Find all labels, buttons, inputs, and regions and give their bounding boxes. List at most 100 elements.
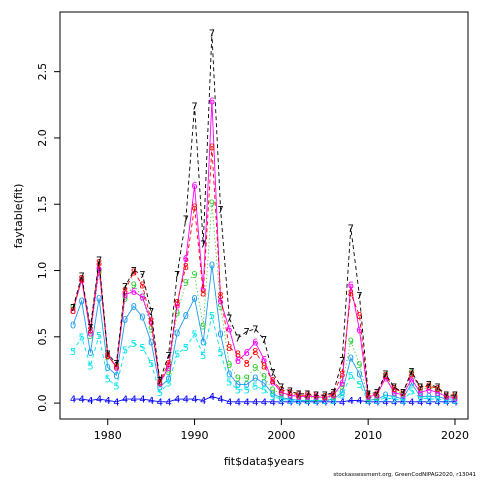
data-point: 7 [365, 389, 371, 400]
data-point: 9 [200, 322, 206, 333]
data-point: 5 [443, 396, 449, 407]
data-point: 7 [131, 266, 137, 277]
data-point: 7 [356, 291, 362, 302]
data-point: 5 [70, 347, 76, 358]
data-point: 4 [122, 395, 128, 406]
data-point: 0 [339, 388, 345, 399]
data-point: 6 [252, 338, 258, 349]
data-point: 5 [313, 396, 319, 407]
data-point: 7 [87, 323, 93, 334]
data-point: 8 [79, 274, 85, 285]
data-point: 6 [261, 355, 267, 366]
data-point: 4 [235, 397, 241, 408]
data-point: 9 [322, 393, 328, 404]
data-point: 5 [374, 396, 380, 407]
data-point: 9 [131, 281, 137, 292]
data-point: 6 [287, 391, 293, 402]
data-point: 7 [70, 303, 76, 314]
data-point: 7 [183, 214, 189, 225]
data-point: 8 [261, 361, 267, 372]
data-point: 5 [174, 350, 180, 361]
data-point: 5 [339, 391, 345, 402]
data-point: 6 [408, 375, 414, 386]
data-point: 9 [217, 302, 223, 313]
data-point: 9 [79, 274, 85, 285]
data-point: 8 [226, 343, 232, 354]
series-line [73, 395, 455, 403]
data-point: 5 [139, 343, 145, 354]
data-point: 6 [269, 377, 275, 388]
data-point: 5 [452, 396, 458, 407]
data-point: 0 [382, 391, 388, 402]
data-point: 8 [183, 262, 189, 273]
data-point: 7 [382, 369, 388, 380]
data-point: 7 [374, 388, 380, 399]
data-point: 6 [70, 306, 76, 317]
data-point: 6 [339, 379, 345, 390]
data-point: 7 [217, 205, 223, 216]
data-point: 6 [148, 318, 154, 329]
data-point: 5 [278, 395, 284, 406]
data-point: 9 [296, 392, 302, 403]
data-point: 5 [235, 385, 241, 396]
data-point: 5 [122, 346, 128, 357]
data-point: 6 [443, 392, 449, 403]
x-tick-label: 2000 [267, 429, 295, 442]
data-point: 5 [243, 385, 249, 396]
data-point: 5 [87, 361, 93, 372]
data-point: 9 [443, 392, 449, 403]
data-point: 6 [434, 388, 440, 399]
data-point: 6 [417, 388, 423, 399]
data-point: 4 [252, 397, 258, 408]
data-point: 5 [165, 379, 171, 390]
data-point: 4 [243, 397, 249, 408]
data-point: 7 [348, 224, 354, 235]
data-point: 4 [131, 395, 137, 406]
data-point: 8 [365, 391, 371, 402]
data-point: 7 [200, 240, 206, 251]
data-point: 4 [226, 397, 232, 408]
data-point: 4 [391, 397, 397, 408]
data-point: 6 [191, 181, 197, 192]
data-point: 8 [217, 291, 223, 302]
data-point: 5 [417, 393, 423, 404]
data-point: 4 [96, 395, 102, 406]
data-point: 5 [79, 332, 85, 343]
data-point: 5 [157, 388, 163, 399]
data-point: 7 [122, 282, 128, 293]
data-point: 7 [304, 389, 310, 400]
data-point: 0 [191, 294, 197, 305]
data-point: 6 [235, 356, 241, 367]
data-point: 6 [400, 391, 406, 402]
x-tick-label: 1990 [181, 429, 209, 442]
data-point: 5 [226, 377, 232, 388]
x-tick-label: 2010 [354, 429, 382, 442]
data-point: 9 [105, 352, 111, 363]
y-axis-label: faytable(fit) [12, 184, 25, 249]
data-point: 9 [261, 372, 267, 383]
data-point: 0 [157, 383, 163, 394]
data-point: 4 [148, 396, 154, 407]
data-point: 6 [313, 392, 319, 403]
data-point: 6 [131, 287, 137, 298]
data-point: 6 [365, 392, 371, 403]
data-point: 0 [235, 380, 241, 391]
data-point: 9 [252, 363, 258, 374]
credit-note: stockassessment.org, GreenCodNIPAG2020, … [333, 472, 476, 478]
data-point: 5 [304, 396, 310, 407]
data-point: 9 [148, 324, 154, 335]
data-point: 7 [313, 391, 319, 402]
data-point: 7 [269, 368, 275, 379]
data-point: 0 [174, 328, 180, 339]
data-point: 4 [417, 397, 423, 408]
data-point: 9 [226, 360, 232, 371]
data-point: 0 [243, 380, 249, 391]
y-tick-label: 0.5 [36, 328, 49, 346]
data-point: 0 [139, 312, 145, 323]
data-point: 8 [408, 369, 414, 380]
data-point: 5 [217, 348, 223, 359]
data-point: 9 [330, 392, 336, 403]
data-point: 8 [70, 306, 76, 317]
data-point: 8 [269, 376, 275, 387]
data-point: 6 [122, 290, 128, 301]
